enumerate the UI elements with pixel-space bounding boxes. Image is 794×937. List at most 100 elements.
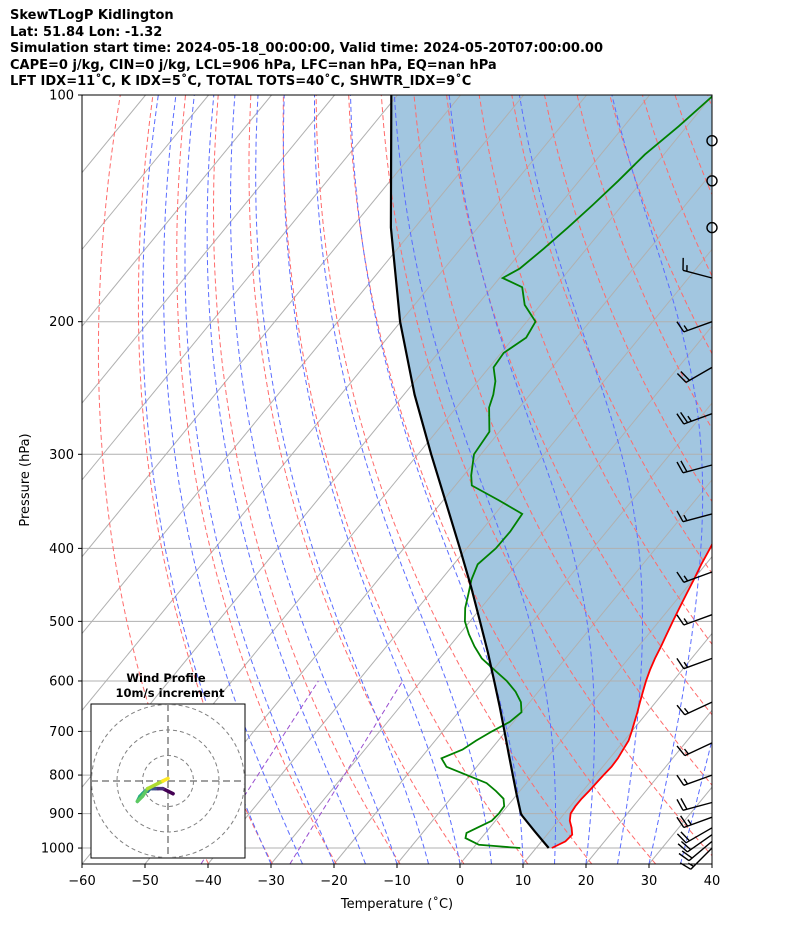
cape-shade [390,95,712,848]
x-tick-label: 10 [515,874,532,889]
wind-barb [676,657,713,670]
dry-adiabat [348,95,657,864]
isotherm-line [270,325,712,864]
y-tick-label: 200 [49,315,74,330]
x-tick-label: 30 [641,874,658,889]
indices-line-1: CAPE=0 j/kg, CIN=0 j/kg, LCL=906 hPa, LF… [10,57,497,73]
x-tick-label: −30 [257,874,284,889]
y-tick-label: 600 [49,674,74,689]
dry-adiabat [544,95,712,503]
dry-adiabat [446,95,712,716]
isotherm-line [144,171,712,864]
location-line: Lat: 51.84 Lon: -1.32 [10,24,163,40]
calm-wind-marker [706,175,718,187]
parcel-line [389,95,550,849]
dry-adiabat [773,95,794,864]
grid-layer [82,95,712,864]
dewpoint-line [440,95,712,849]
wind-barb [676,798,713,811]
dry-adiabat [511,95,712,575]
wind-barb [676,571,713,583]
isotherm-line [333,402,712,864]
y-tick-label: 100 [49,89,74,104]
wind-barb [676,827,713,844]
wind-barb [676,742,713,757]
y-tick-label: 800 [49,769,74,784]
moist-adiabat [448,95,595,864]
time-line: Simulation start time: 2024-05-18_00:00:… [10,41,603,57]
y-tick-label: 500 [49,615,74,630]
isotherm-line [396,479,712,864]
wind-barb [676,412,713,425]
dry-adiabat [740,95,794,864]
isotherm-line [82,95,272,327]
hodograph-segment [145,781,160,791]
wind-barb [676,815,713,829]
wind-barb [682,257,713,279]
x-tick-label: 40 [704,874,721,889]
wind-barb [676,366,713,384]
x-tick-label: −20 [320,874,347,889]
isotherm-line [585,709,712,864]
moist-adiabat [255,95,429,864]
wind-barb-layer [676,135,718,870]
calm-wind-marker [706,135,718,147]
moist-adiabat [711,862,712,864]
x-axis-label: Temperature (˚C) [340,896,453,912]
isotherm-line [82,95,524,635]
moist-adiabat [229,95,398,864]
temperature-line [551,542,712,849]
y-tick-label: 400 [49,542,74,557]
wind-barb [676,321,713,333]
isotherm-line [82,95,461,558]
series-layer [389,95,712,849]
x-tick-label: −40 [194,874,221,889]
cape-shade-layer [390,95,712,848]
wind-barb [676,510,713,523]
calm-wind-marker [706,221,718,234]
isotherm-line [82,95,335,404]
wind-barb [676,774,713,786]
chart-title: SkewTLogP Kidlington [10,8,174,23]
hodograph-segment [161,776,170,783]
y-tick-label: 1000 [41,842,74,857]
isotherm-line [711,863,712,864]
moist-adiabat [142,95,272,864]
dry-adiabat [137,95,273,864]
moist-adiabat [350,95,524,864]
inset-title: Wind Profile [126,671,206,685]
x-tick-label: −10 [383,874,410,889]
y-axis-label: Pressure (hPa) [18,433,33,526]
moist-adiabat [206,95,366,864]
wind-barb [677,834,713,853]
dry-adiabat [282,95,529,864]
isotherm-line [82,95,587,712]
dry-adiabat [176,95,337,864]
tick-layer: −60 −50 −40 −30 −20 −10 0 10 20 30 40 1000 900 800 700… [41,89,720,890]
x-tick-label: −50 [131,874,158,889]
moist-adiabat [282,95,461,864]
moist-adiabat [184,95,335,864]
inset-subtitle: 10m/s increment [116,686,225,700]
dry-adiabat [707,95,712,109]
isotherm-line [522,632,712,864]
dry-adiabat [380,95,712,857]
indices-line-2: LFT IDX=11˚C, K IDX=5˚C, TOTAL TOTS=40˚C… [10,74,472,90]
wind-profile-inset: Wind Profile 10m/s increment [90,671,246,859]
wind-barb [676,701,713,716]
mixing-ratio-line [289,680,404,864]
y-tick-label: 700 [49,725,74,740]
moist-adiabat [314,95,492,864]
x-tick-label: −60 [68,874,95,889]
dry-adiabat [248,95,465,864]
x-tick-label: 20 [578,874,595,889]
x-tick-label: 0 [456,874,464,889]
wind-barb [679,847,713,870]
isotherm-line [459,555,712,864]
isotherm-line [82,95,83,97]
wind-barb [678,840,713,862]
moist-adiabat [393,95,557,864]
wind-barb [676,460,713,474]
moist-adiabat [163,95,303,864]
